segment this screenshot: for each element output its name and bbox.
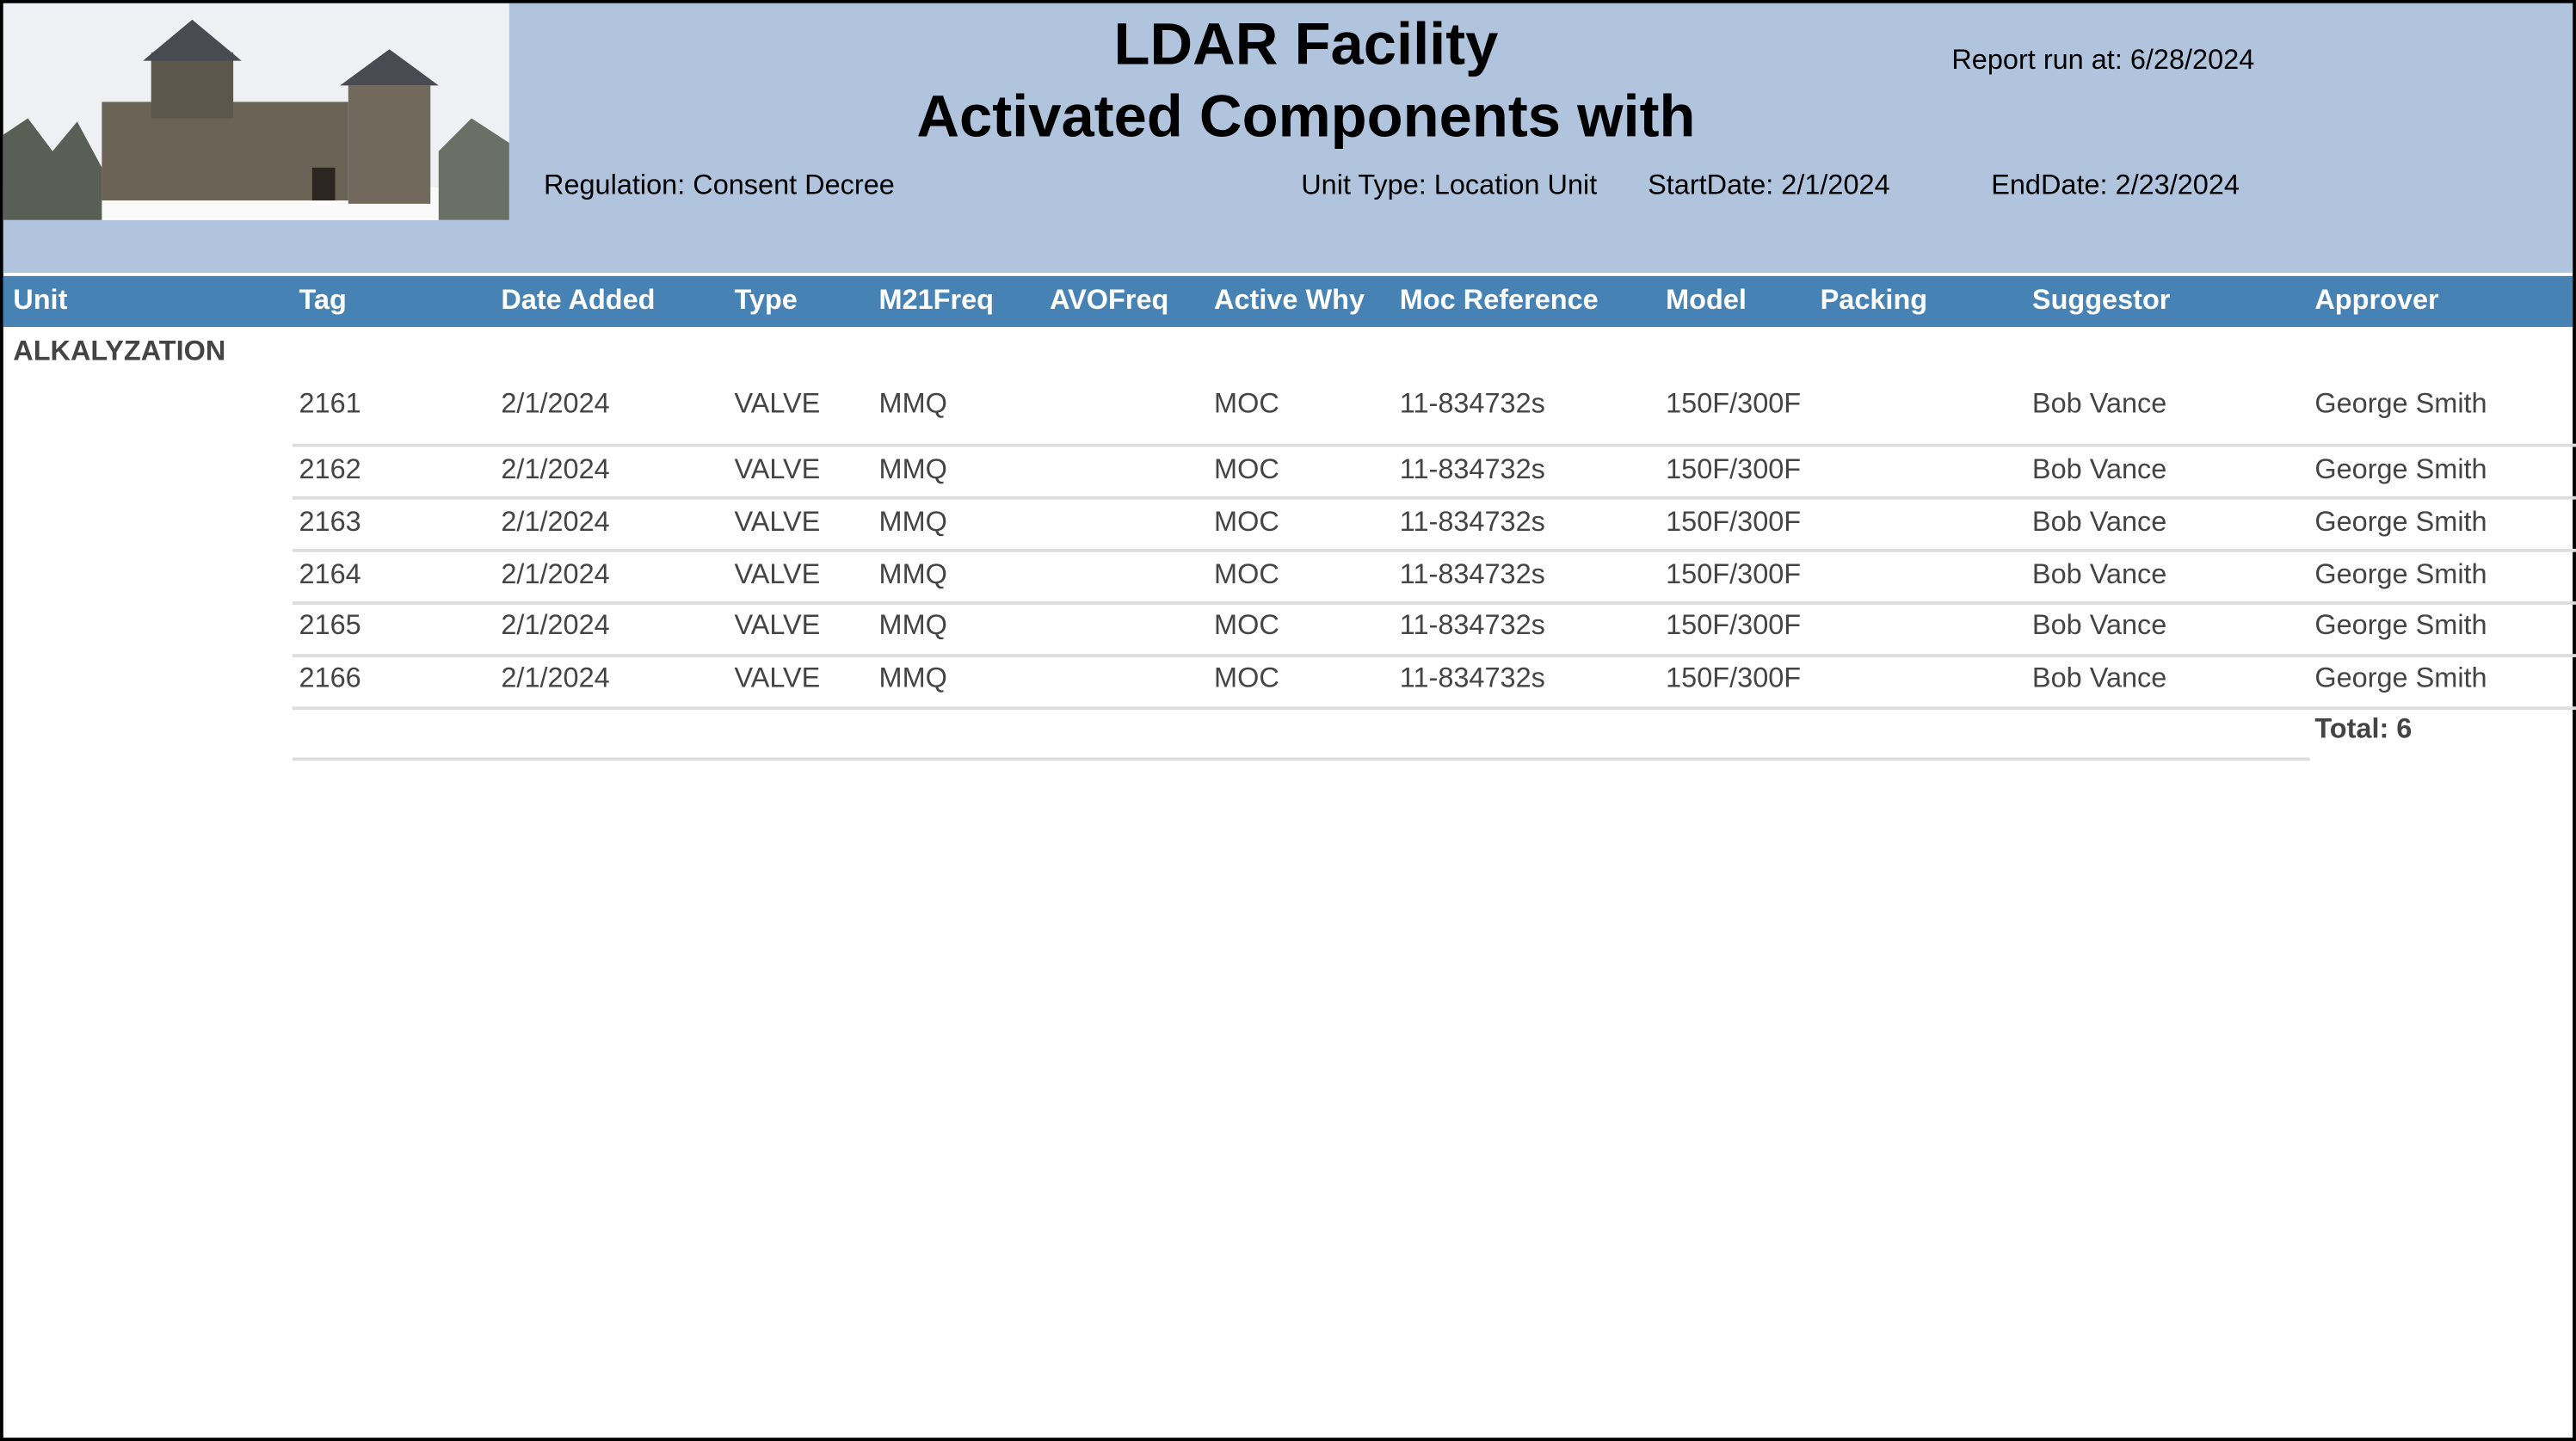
regulation: Regulation: Consent Decree (544, 169, 895, 201)
cell: MMQ (878, 506, 947, 538)
cell: MMQ (878, 609, 947, 641)
cell: George Smith (2314, 609, 2487, 641)
cell: 2163 (299, 506, 361, 538)
column-header: Tag (299, 284, 347, 316)
cell: 11-834732s (1399, 387, 1545, 420)
column-header: Suggestor (2031, 284, 2171, 316)
cell: 2/1/2024 (501, 387, 610, 420)
cell: VALVE (734, 662, 821, 693)
start-date: StartDate: 2/1/2024 (1648, 169, 1890, 201)
cell: 2/1/2024 (501, 558, 610, 590)
column-header: Approver (2314, 284, 2439, 316)
row-divider (292, 443, 2576, 447)
cell: 11-834732s (1399, 558, 1545, 590)
row-divider (292, 654, 2576, 657)
cell: George Smith (2314, 558, 2487, 590)
cell: 2/1/2024 (501, 453, 610, 485)
cell: VALVE (734, 506, 821, 538)
total-divider (292, 757, 2310, 761)
report-subtitle: Activated Components with (916, 82, 1696, 150)
group-label: ALKALYZATION (13, 335, 226, 366)
cell: 150F/300F (1666, 506, 1802, 538)
cell: Bob Vance (2031, 453, 2167, 485)
cell: George Smith (2314, 662, 2487, 693)
cell: 150F/300F (1666, 609, 1802, 641)
cell: Bob Vance (2031, 558, 2167, 590)
column-header-bar (3, 275, 2573, 328)
cell: MOC (1214, 609, 1279, 641)
cell: George Smith (2314, 453, 2487, 485)
column-header: Date Added (501, 284, 656, 316)
cell: MMQ (878, 387, 947, 420)
end-date: EndDate: 2/23/2024 (1991, 169, 2240, 201)
cell: 150F/300F (1666, 662, 1802, 693)
report-run: Report run at: 6/28/2024 (1951, 44, 2255, 76)
unit-type: Unit Type: Location Unit (1301, 169, 1598, 201)
report-title: LDAR Facility (1113, 9, 1499, 77)
cell: MOC (1214, 506, 1279, 538)
cell: 2162 (299, 453, 361, 485)
column-header: Packing (1820, 284, 1928, 316)
cell: 2/1/2024 (501, 506, 610, 538)
cell: 150F/300F (1666, 558, 1802, 590)
cell: 2/1/2024 (501, 609, 610, 641)
row-divider (292, 706, 2576, 711)
cell: MMQ (878, 662, 947, 693)
cell: MOC (1214, 387, 1279, 420)
row-divider (292, 496, 2576, 500)
cell: 2/1/2024 (501, 662, 610, 693)
castle-logo (3, 3, 509, 220)
cell: George Smith (2314, 387, 2487, 420)
column-header: Type (734, 284, 798, 316)
total: Total: 6 (2314, 712, 2413, 745)
column-header: AVOFreq (1050, 284, 1169, 316)
cell: 11-834732s (1399, 453, 1545, 485)
cell: 2165 (299, 609, 361, 641)
cell: George Smith (2314, 506, 2487, 538)
cell: 2166 (299, 662, 361, 693)
cell: VALVE (734, 558, 821, 590)
cell: 2161 (299, 387, 361, 420)
column-header: M21Freq (878, 284, 995, 316)
cell: MMQ (878, 558, 947, 590)
cell: Bob Vance (2031, 387, 2167, 420)
cell: 2164 (299, 558, 361, 590)
cell: 11-834732s (1399, 662, 1545, 693)
cell: 150F/300F (1666, 453, 1802, 485)
cell: 150F/300F (1666, 387, 1802, 420)
cell: 11-834732s (1399, 609, 1545, 641)
row-divider (292, 548, 2576, 552)
cell: 11-834732s (1399, 506, 1545, 538)
cell: Bob Vance (2031, 662, 2167, 693)
cell: VALVE (734, 387, 821, 420)
column-header: Moc Reference (1399, 284, 1599, 316)
cell: Bob Vance (2031, 506, 2167, 538)
cell: MOC (1214, 558, 1279, 590)
cell: MMQ (878, 453, 947, 485)
column-header: Unit (13, 284, 68, 316)
cell: VALVE (734, 453, 821, 485)
column-header: Model (1666, 284, 1747, 316)
column-header: Active Why (1214, 284, 1365, 316)
cell: Bob Vance (2031, 609, 2167, 641)
cell: MOC (1214, 453, 1279, 485)
cell: VALVE (734, 609, 821, 641)
cell: MOC (1214, 662, 1279, 693)
row-divider (292, 601, 2576, 605)
